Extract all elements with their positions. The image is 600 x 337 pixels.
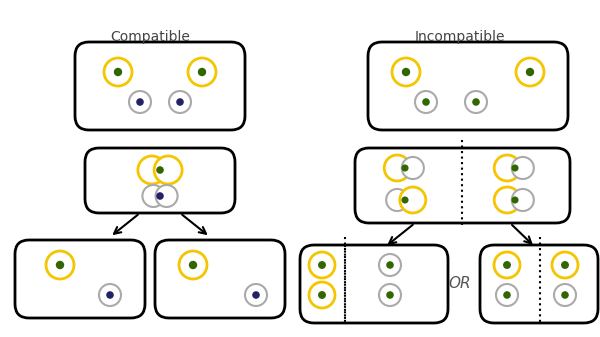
Circle shape [516, 58, 544, 86]
Circle shape [527, 68, 533, 75]
Circle shape [379, 254, 401, 276]
FancyBboxPatch shape [15, 240, 145, 318]
FancyBboxPatch shape [480, 245, 598, 323]
Circle shape [154, 156, 182, 184]
Circle shape [562, 262, 568, 268]
Circle shape [138, 156, 166, 184]
FancyBboxPatch shape [368, 42, 568, 130]
Circle shape [309, 252, 335, 278]
FancyBboxPatch shape [300, 245, 448, 323]
Circle shape [56, 262, 64, 269]
Circle shape [392, 58, 420, 86]
Circle shape [504, 292, 510, 298]
FancyBboxPatch shape [155, 240, 285, 318]
Circle shape [403, 68, 409, 75]
FancyBboxPatch shape [75, 42, 245, 130]
Circle shape [402, 197, 408, 203]
Circle shape [157, 167, 163, 173]
Text: Compatible: Compatible [110, 30, 190, 44]
Circle shape [423, 99, 429, 105]
Circle shape [188, 58, 216, 86]
Circle shape [142, 185, 164, 207]
Circle shape [504, 262, 510, 268]
Circle shape [107, 292, 113, 298]
Circle shape [512, 197, 518, 203]
Circle shape [169, 91, 191, 113]
Circle shape [512, 165, 518, 171]
Circle shape [496, 284, 518, 306]
Circle shape [157, 193, 163, 199]
Circle shape [253, 292, 259, 298]
Circle shape [554, 284, 576, 306]
Circle shape [155, 185, 178, 207]
Circle shape [400, 187, 426, 213]
Circle shape [104, 58, 132, 86]
Circle shape [179, 251, 207, 279]
Circle shape [177, 99, 183, 105]
Circle shape [309, 282, 335, 308]
Circle shape [46, 251, 74, 279]
Circle shape [384, 155, 410, 181]
Circle shape [562, 292, 568, 298]
Circle shape [387, 262, 393, 268]
Circle shape [386, 189, 408, 211]
Circle shape [115, 68, 121, 75]
Circle shape [190, 262, 197, 269]
Circle shape [319, 262, 325, 268]
Circle shape [137, 99, 143, 105]
Circle shape [415, 91, 437, 113]
Circle shape [494, 155, 520, 181]
Circle shape [512, 157, 534, 179]
Circle shape [99, 284, 121, 306]
Circle shape [473, 99, 479, 105]
Text: OR: OR [449, 276, 472, 290]
Circle shape [387, 292, 393, 298]
FancyBboxPatch shape [85, 148, 235, 213]
Circle shape [199, 68, 205, 75]
Circle shape [319, 292, 325, 298]
Circle shape [465, 91, 487, 113]
Circle shape [494, 252, 520, 278]
Circle shape [402, 157, 424, 179]
Circle shape [552, 252, 578, 278]
Circle shape [402, 165, 408, 171]
Circle shape [129, 91, 151, 113]
Circle shape [379, 284, 401, 306]
Circle shape [494, 187, 520, 213]
FancyBboxPatch shape [355, 148, 570, 223]
Text: Incompatible: Incompatible [415, 30, 505, 44]
Circle shape [512, 189, 534, 211]
Circle shape [245, 284, 267, 306]
